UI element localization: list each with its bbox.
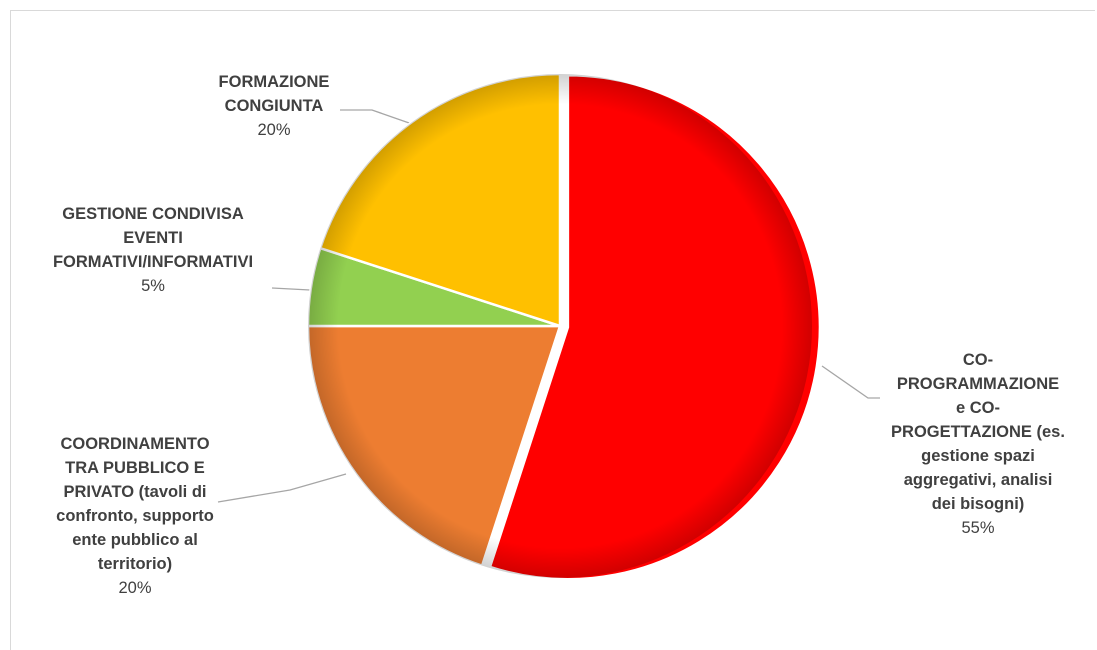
chart-frame xyxy=(10,10,1095,650)
slice-percent: 20% xyxy=(257,121,291,139)
label-gestione-condivisa: GESTIONE CONDIVISA EVENTI FORMATIVI/INFO… xyxy=(28,202,278,298)
leader-line-coprogrammazione xyxy=(821,365,880,399)
slice-percent: 20% xyxy=(118,579,152,597)
leader-line-gestione-condivisa xyxy=(271,287,311,291)
slice-name: COORDINAMENTO TRA PUBBLICO E PRIVATO (ta… xyxy=(56,435,214,573)
label-formazione-congiunta: FORMAZIONE CONGIUNTA 20% xyxy=(174,70,374,142)
slice-name: GESTIONE CONDIVISA EVENTI FORMATIVI/INFO… xyxy=(52,205,254,271)
slice-name: FORMAZIONE CONGIUNTA xyxy=(218,73,330,115)
slice-percent: 55% xyxy=(961,519,995,537)
slice-name: CO- PROGRAMMAZIONE e CO- PROGETTAZIONE (… xyxy=(891,351,1065,513)
label-coprogrammazione: CO- PROGRAMMAZIONE e CO- PROGETTAZIONE (… xyxy=(858,348,1097,540)
label-coordinamento: COORDINAMENTO TRA PUBBLICO E PRIVATO (ta… xyxy=(0,432,270,600)
pie-slices xyxy=(306,72,822,581)
slice-percent: 5% xyxy=(141,277,165,295)
